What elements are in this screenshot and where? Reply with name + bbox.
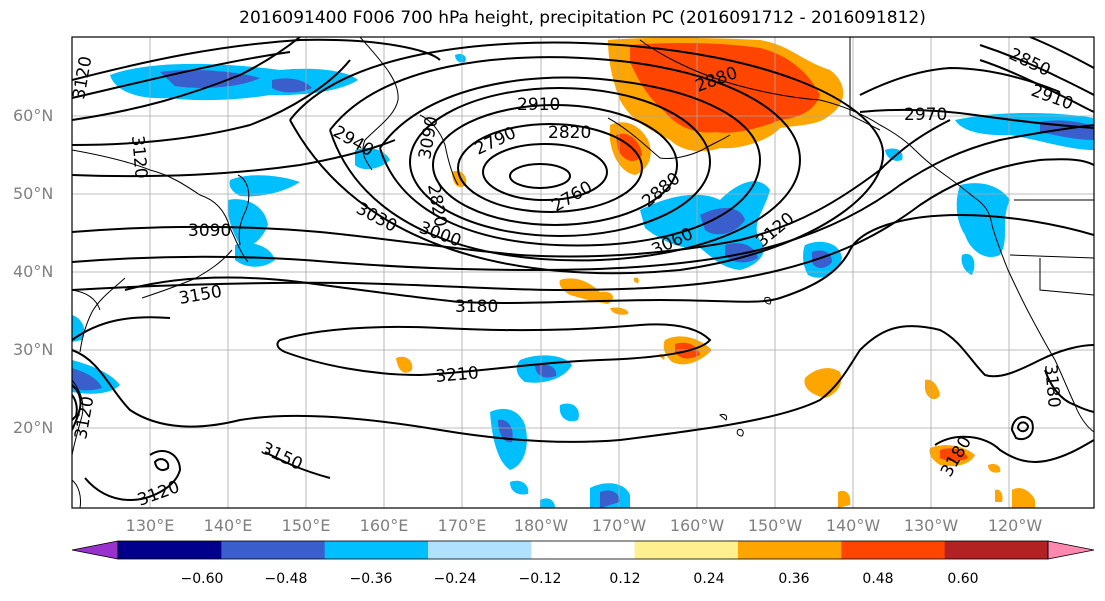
precip-negative-shading (72, 53, 1094, 508)
lat-label: 20°N (13, 418, 54, 437)
lon-label: 150°W (747, 516, 803, 535)
contour-label: 3210 (435, 363, 480, 387)
lon-label: 160°E (359, 516, 409, 535)
colorbar-segment (841, 541, 946, 559)
colorbar-segment (428, 541, 532, 559)
colorbar-tick-label: 0.48 (862, 571, 894, 587)
precip-positive-shading (396, 37, 1035, 508)
colorbar-segment (634, 541, 739, 559)
colorbar-segment (324, 541, 429, 559)
contour-label: 3180 (1040, 364, 1064, 409)
colorbar-segment (738, 541, 842, 559)
lon-label: 170°W (591, 516, 647, 535)
lon-label: 130°W (903, 516, 959, 535)
map-frame (71, 36, 1095, 509)
map-title: 2016091400 F006 700 hPa height, precipit… (239, 8, 926, 28)
contour-label: 2970 (904, 105, 947, 125)
colorbar-segment (118, 541, 222, 559)
colorbar-extend-high (1047, 540, 1095, 560)
contour-label: 3180 (455, 297, 498, 317)
height-contours (72, 37, 1094, 502)
colorbar (71, 540, 1095, 560)
contour-label: 2910 (517, 95, 560, 115)
colorbar-segments (118, 541, 1049, 559)
colorbar-tick-label: −0.48 (264, 571, 308, 587)
lat-label: 40°N (13, 262, 54, 281)
lon-label: 160°W (669, 516, 725, 535)
contour-label: 3120 (127, 135, 151, 180)
colorbar-tick-label: −0.36 (349, 571, 393, 587)
colorbar-tick-label: −0.24 (433, 571, 477, 587)
lon-label: 130°E (125, 516, 175, 535)
colorbar-tick-label: 0.60 (947, 571, 979, 587)
lat-label: 60°N (13, 106, 54, 125)
colorbar-tick-label: −0.60 (180, 571, 224, 587)
colorbar-segment (944, 541, 1049, 559)
lat-label: 50°N (13, 184, 54, 203)
lat-label: 30°N (13, 340, 54, 359)
colorbar-tick-label: 0.24 (693, 571, 725, 587)
contour-label: 2820 (548, 123, 591, 143)
lon-label: 120°W (987, 516, 1043, 535)
colorbar-segment (531, 541, 636, 559)
colorbar-segment (221, 541, 326, 559)
map-plot-area: 3120 3090 2940 2910 2790 2820 2880 2880 … (72, 37, 1094, 508)
colorbar-tick-label: 0.12 (609, 571, 641, 587)
lon-label: 140°W (825, 516, 881, 535)
colorbar-tick-label: −0.12 (518, 571, 562, 587)
lon-label: 170°E (437, 516, 487, 535)
colorbar-tick-label: 0.36 (778, 571, 810, 587)
contour-label: 3090 (188, 221, 231, 241)
colorbar-extend-low (71, 540, 119, 560)
lon-label: 140°E (203, 516, 253, 535)
lon-label: 150°E (281, 516, 331, 535)
lon-label: 180°W (513, 516, 569, 535)
colorbar-frame (117, 540, 1049, 560)
